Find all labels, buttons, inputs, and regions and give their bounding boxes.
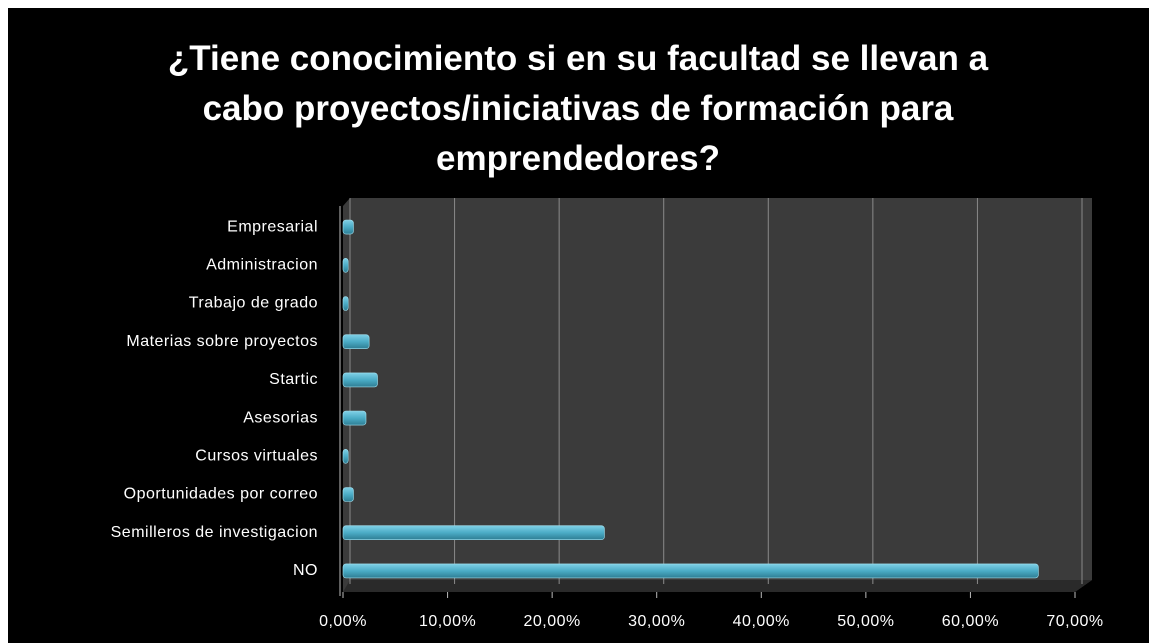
x-tick-label: 70,00% xyxy=(1046,613,1103,630)
bar xyxy=(342,448,349,464)
y-tick-label: Administracion xyxy=(206,257,318,274)
x-tick-label: 50,00% xyxy=(837,613,894,630)
x-tick-label: 30,00% xyxy=(628,613,685,630)
plot-floor xyxy=(343,580,1092,592)
bar xyxy=(342,334,370,350)
plot-area xyxy=(343,198,1092,592)
y-tick-label: Asesorias xyxy=(243,409,318,426)
y-tick-label: Startic xyxy=(269,371,318,388)
x-tick-label: 10,00% xyxy=(419,613,476,630)
x-tick-label: 0,00% xyxy=(319,613,367,630)
bar xyxy=(342,563,1039,579)
bar xyxy=(342,410,367,426)
y-tick-label: Oportunidades por correo xyxy=(124,486,318,503)
x-tick-label: 60,00% xyxy=(942,613,999,630)
bar xyxy=(342,372,378,388)
x-tick-label: 20,00% xyxy=(524,613,581,630)
bar xyxy=(342,296,349,311)
bar xyxy=(342,487,354,502)
bar xyxy=(342,257,349,273)
chart-title: ¿Tiene conocimiento si en su facultad se… xyxy=(167,39,989,178)
y-tick-label: Materias sobre proyectos xyxy=(126,333,318,350)
y-tick-label: Empresarial xyxy=(227,218,318,235)
bar xyxy=(342,525,605,541)
y-tick-label: Trabajo de grado xyxy=(189,295,318,312)
y-tick-label: Cursos virtuales xyxy=(195,448,318,465)
x-tick-label: 40,00% xyxy=(733,613,790,630)
y-tick-label: NO xyxy=(293,562,318,579)
bar xyxy=(342,219,354,235)
y-tick-label: Semilleros de investigacion xyxy=(111,524,318,541)
